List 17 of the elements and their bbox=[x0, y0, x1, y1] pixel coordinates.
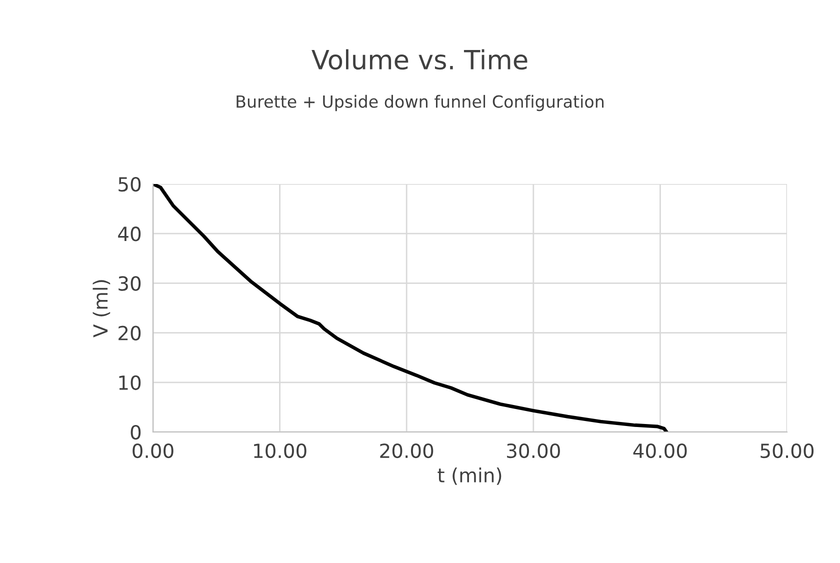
x-tick-label: 30.00 bbox=[507, 443, 560, 458]
chart-title: Volume vs. Time bbox=[312, 49, 528, 70]
y-tick-label: 50 bbox=[118, 176, 141, 192]
x-tick-label: 10.00 bbox=[254, 443, 306, 458]
y-tick-label: 20 bbox=[118, 326, 141, 340]
y-tick-label: 0 bbox=[130, 424, 141, 440]
x-tick-label: 40.00 bbox=[633, 443, 687, 458]
y-tick-label: 30 bbox=[118, 276, 141, 291]
x-tick-label: 50.00 bbox=[760, 443, 814, 458]
line-series bbox=[153, 184, 668, 432]
y-tick-label: 10 bbox=[119, 375, 141, 390]
y-axis-title: V (ml) bbox=[92, 280, 110, 338]
x-tick-label: 0.00 bbox=[132, 443, 174, 458]
x-tick-label: 20.00 bbox=[380, 443, 434, 458]
chart-subtitle: Burette + Upside down funnel Configuration bbox=[236, 94, 604, 112]
x-axis-title: t (min) bbox=[438, 467, 502, 485]
y-tick-label: 40 bbox=[118, 226, 141, 242]
